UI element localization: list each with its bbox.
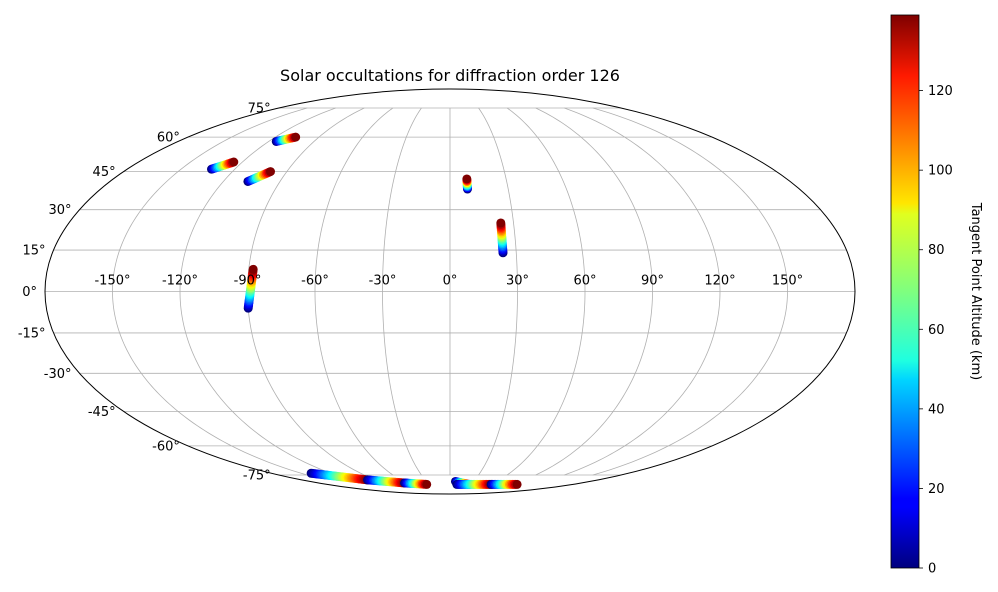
occultation-point <box>462 174 472 184</box>
colorbar-tick-label: 60 <box>928 323 945 338</box>
colorbar-tick-label: 100 <box>928 164 953 179</box>
longitude-tick-label: 120° <box>704 274 735 289</box>
occultation-point <box>512 479 522 489</box>
colorbar-tick-label: 40 <box>928 402 945 417</box>
colorbar-tick-label: 20 <box>928 482 945 497</box>
colorbar-tick-label: 80 <box>928 243 945 258</box>
longitude-tick-label: 150° <box>772 274 803 289</box>
occultation-point <box>291 132 301 142</box>
occultation-point <box>265 167 275 177</box>
latitude-tick-label: -75° <box>243 468 271 483</box>
longitude-tick-label: 60° <box>573 274 596 289</box>
longitude-tick-label: 90° <box>641 274 664 289</box>
latitude-tick-label: 0° <box>22 285 37 300</box>
colorbar-tick-label: 120 <box>928 84 953 99</box>
occultation-point <box>229 157 239 167</box>
longitude-tick-label: -150° <box>94 274 130 289</box>
longitude-tick-label: 0° <box>443 274 458 289</box>
latitude-tick-label: -15° <box>18 326 46 341</box>
latitude-tick-label: -60° <box>152 439 180 454</box>
latitude-tick-label: -45° <box>88 405 116 420</box>
latitude-tick-label: 15° <box>23 244 46 259</box>
occultation-point <box>248 264 258 274</box>
longitude-tick-label: -30° <box>369 274 397 289</box>
colorbar: 0 20 40 60 80 100 120 Tangent Point Altitude (… <box>890 14 983 577</box>
colorbar-scale <box>890 14 920 569</box>
longitude-tick-label: -120° <box>162 274 198 289</box>
data-points <box>207 132 522 489</box>
colorbar-label: Tangent Point Altitude (km) <box>968 202 983 380</box>
latitude-tick-label: 60° <box>157 131 180 146</box>
longitude-tick-label: -60° <box>301 274 329 289</box>
map-boundary <box>44 88 856 495</box>
longitude-tick-labels: -150° -120° -90° -60° -30° 0° 30° 60° 90° 120° 150… <box>94 274 803 289</box>
colorbar-ticks: 0 20 40 60 80 100 120 <box>919 84 953 577</box>
latitude-tick-labels: 75° 60° 45° 30° 15° 0° -15° -30° -45° -60° -75° <box>18 102 271 484</box>
latitude-tick-label: 45° <box>93 165 116 180</box>
latitude-tick-label: -30° <box>44 367 72 382</box>
colorbar-tick-label: 0 <box>928 562 936 577</box>
occultation-point <box>422 479 432 489</box>
graticule <box>45 107 855 476</box>
chart-title: Solar occultations for diffraction order… <box>280 66 620 85</box>
longitude-tick-label: 30° <box>506 274 529 289</box>
latitude-tick-label: 75° <box>248 102 271 117</box>
longitude-tick-label: -90° <box>234 274 262 289</box>
latitude-tick-label: 30° <box>48 203 71 218</box>
occultation-point <box>496 218 506 228</box>
